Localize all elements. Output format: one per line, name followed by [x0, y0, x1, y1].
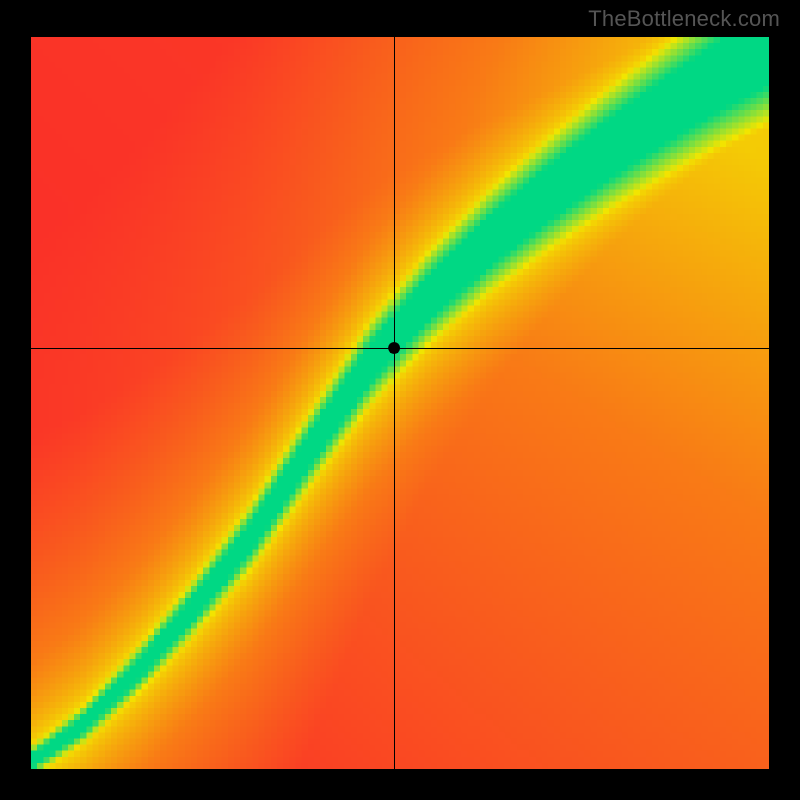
- overlay-canvas: [31, 37, 769, 769]
- plot-area: [31, 37, 769, 769]
- watermark-text: TheBottleneck.com: [588, 6, 780, 32]
- chart-container: TheBottleneck.com: [0, 0, 800, 800]
